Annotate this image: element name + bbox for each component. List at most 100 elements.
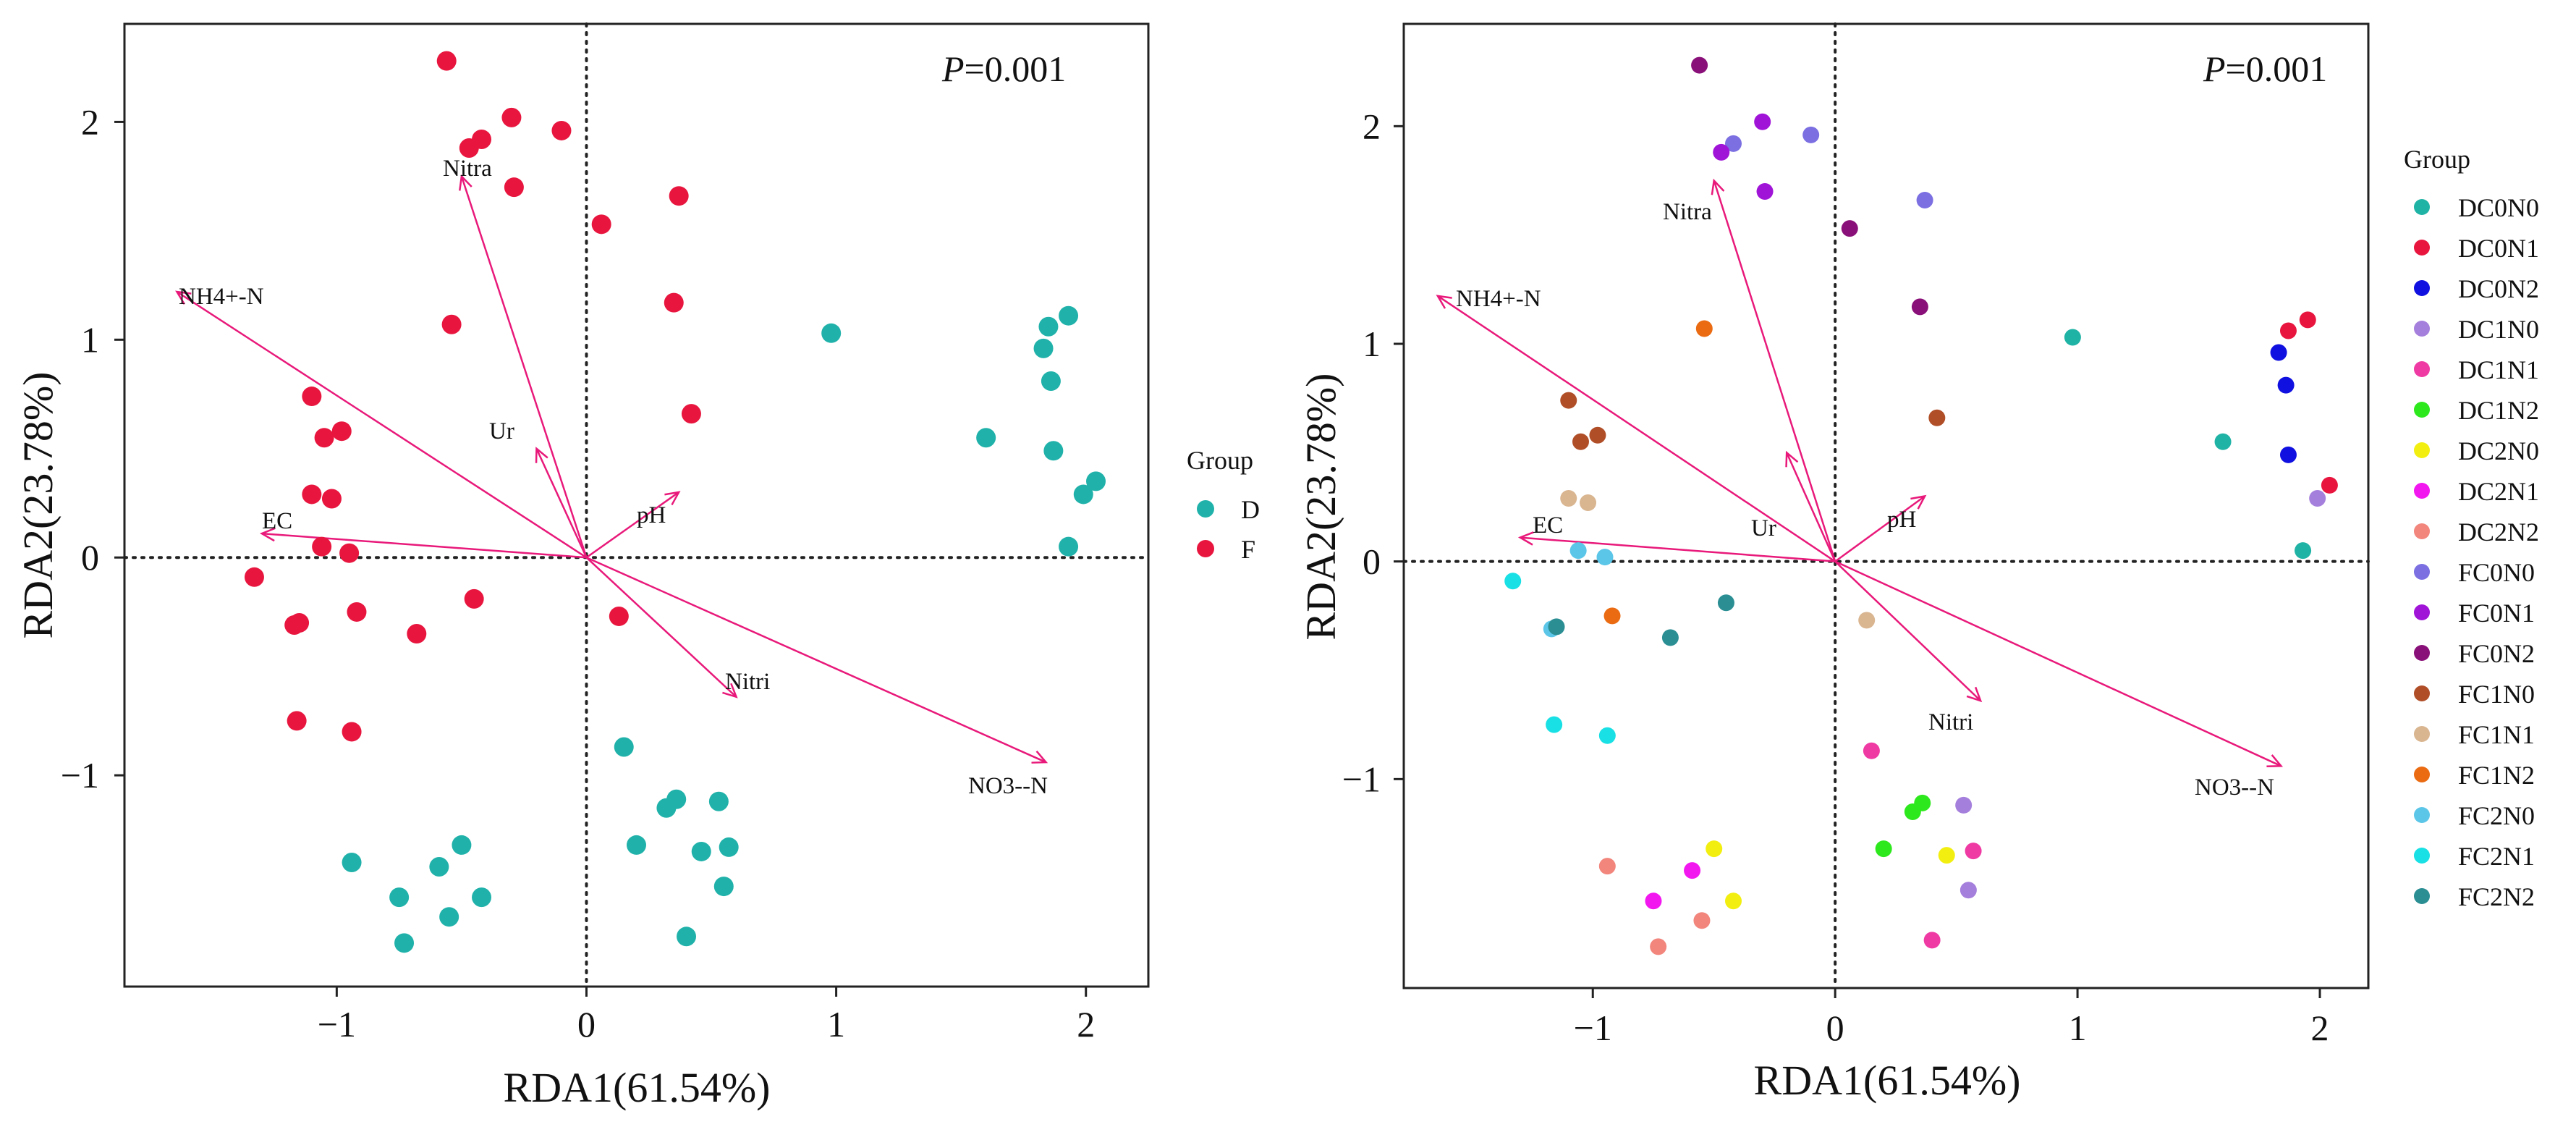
legend-label-dc0n1: DC0N1: [2458, 234, 2539, 263]
data-point: [1560, 392, 1577, 409]
data-point: [2299, 311, 2316, 329]
panel-2-x-tick-label: 1: [2069, 1008, 2087, 1048]
data-point: [321, 489, 342, 509]
legend-marker-dc0n1: [2414, 240, 2430, 256]
panel-1-x-tick-label: −1: [318, 1004, 356, 1044]
data-point: [1841, 220, 1858, 237]
data-point: [2277, 376, 2295, 394]
panel-2-legend-title: Group: [2404, 145, 2470, 174]
panel-1-legend-marker-d: [1197, 500, 1214, 518]
panel-1-y-tick-labels: −1 0 1 2: [61, 101, 99, 795]
data-point: [302, 484, 322, 505]
data-point: [472, 129, 492, 149]
env-vector-arrowhead: [259, 527, 276, 542]
legend-label-dc0n2: DC0N2: [2458, 274, 2539, 303]
data-point: [708, 791, 729, 811]
data-point: [342, 852, 362, 872]
panel-1-legend-label-f: F: [1241, 535, 1255, 564]
legend-label-fc1n0: FC1N0: [2458, 680, 2535, 709]
data-point: [681, 404, 701, 424]
legend-marker-dc2n0: [2414, 442, 2430, 458]
chart-panel-1: NH4+-N Nitra Ur pH EC Nitri NO3--N −1 0 …: [14, 22, 1260, 1111]
data-point: [1691, 56, 1708, 74]
legend-marker-fc1n2: [2414, 767, 2430, 782]
panel-1-legend-marker-f: [1197, 540, 1214, 557]
legend-label-fc0n1: FC0N1: [2458, 599, 2535, 628]
data-point: [1717, 594, 1734, 612]
data-point: [1596, 549, 1614, 566]
panel-2-y-axis-label: RDA2(23.78%): [1297, 373, 1344, 641]
data-point: [677, 926, 697, 947]
env-vector-line: [1786, 452, 1836, 562]
panel-1-points: [244, 51, 1106, 953]
data-point: [666, 789, 687, 809]
data-point: [302, 387, 322, 407]
legend-marker-fc1n1: [2414, 726, 2430, 742]
data-point: [1928, 409, 1946, 426]
data-point: [614, 737, 634, 757]
data-point: [407, 624, 427, 644]
legend-marker-fc1n0: [2414, 685, 2430, 701]
env-vector-line: [1437, 295, 1836, 562]
env-vector-arrowhead: [1517, 531, 1534, 546]
legend-marker-fc0n1: [2414, 604, 2430, 620]
panel-2-env-label-nitra: Nitra: [1663, 199, 1712, 225]
legend-label-fc0n2: FC0N2: [2458, 639, 2535, 668]
data-point: [312, 536, 332, 557]
data-point: [1569, 542, 1587, 560]
panel-1-y-tick-label: −1: [61, 755, 99, 795]
data-point: [1684, 862, 1701, 879]
panel-1-legend-title: Group: [1187, 446, 1253, 475]
env-vector-arrowhead: [1711, 178, 1725, 195]
data-point: [244, 567, 264, 587]
panel-1-x-tick-labels: −1 0 1 2: [318, 1004, 1095, 1044]
legend-label-fc2n2: FC2N2: [2458, 882, 2535, 911]
panel-2-y-tick-label: 0: [1363, 541, 1381, 582]
panel-2-env-vectors: [1436, 178, 2284, 767]
data-point: [331, 421, 352, 442]
data-point: [1059, 536, 1079, 557]
data-point: [1598, 858, 1616, 875]
panel-1-y-tick-label: 1: [81, 319, 99, 360]
data-point: [1713, 143, 1730, 161]
data-point: [1965, 843, 1982, 860]
legend-marker-fc0n2: [2414, 645, 2430, 661]
env-vector-arrowhead: [722, 683, 738, 698]
data-point: [2279, 322, 2297, 339]
data-point: [1603, 607, 1621, 625]
panel-1-y-tick-label: 2: [81, 101, 99, 142]
env-vector-line: [585, 557, 1047, 764]
panel-2-env-label-no3: NO3--N: [2195, 774, 2274, 801]
data-point: [1033, 338, 1054, 358]
env-vector-arrowhead: [1436, 295, 1452, 309]
data-point: [464, 588, 484, 609]
chart-panel-2: NH4+-N Nitra Ur pH EC Nitri NO3--N −1 0 …: [1297, 22, 2539, 1104]
panel-2-y-tick-labels: −1 0 1 2: [1342, 106, 1381, 799]
env-vector-arrowhead: [664, 491, 681, 506]
panel-2-env-labels: NH4+-N Nitra Ur pH EC Nitri NO3--N: [1456, 199, 2274, 801]
data-point: [1756, 183, 1774, 201]
panel-2-y-tick-label: 1: [1363, 324, 1381, 364]
legend-marker-fc2n1: [2414, 848, 2430, 864]
legend-label-fc2n0: FC2N0: [2458, 801, 2535, 830]
env-vector-arrowhead: [1031, 750, 1048, 764]
legend-label-dc2n1: DC2N1: [2458, 477, 2539, 506]
data-point: [1589, 426, 1606, 444]
data-point: [314, 428, 334, 448]
data-point: [389, 887, 410, 908]
data-point: [1695, 320, 1713, 337]
legend-label-dc2n0: DC2N0: [2458, 436, 2539, 465]
data-point: [627, 835, 646, 855]
legend-marker-dc1n0: [2414, 321, 2430, 337]
legend-label-dc2n2: DC2N2: [2458, 518, 2539, 546]
env-vector-line: [261, 532, 587, 559]
panel-1-p-letter: P: [941, 48, 965, 89]
env-vector-arrowhead: [1785, 450, 1799, 468]
data-point: [1724, 135, 1742, 152]
env-vector-line: [585, 491, 679, 559]
env-vector-arrowhead: [459, 174, 473, 191]
data-point: [1706, 840, 1723, 858]
legend-label-fc2n1: FC2N1: [2458, 842, 2535, 871]
panel-1-env-labels: NH4+-N Nitra Ur pH EC Nitri NO3--N: [179, 156, 1048, 799]
